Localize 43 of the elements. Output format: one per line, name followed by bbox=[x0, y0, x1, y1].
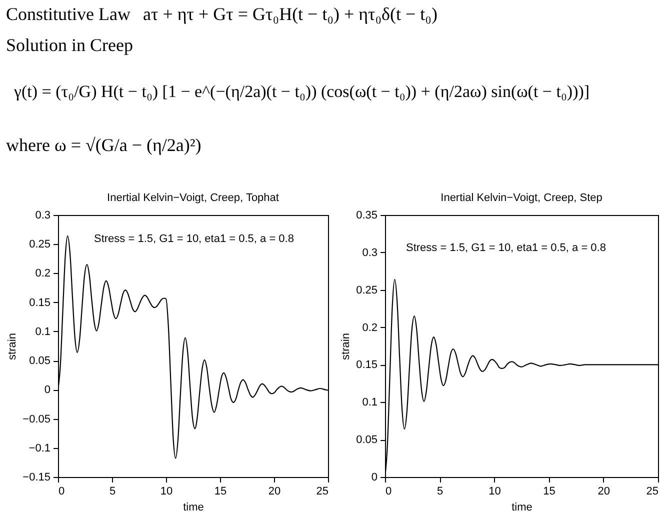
x-tick-label: 10 bbox=[160, 486, 173, 498]
text: aτ + ητ + Gτ = Gτ₀H(t − t₀) + ητ₀δ(t − t₀) bbox=[143, 4, 438, 24]
annotation: Stress = 1.5, G1 = 10, eta1 = 0.5, a = 0.8 bbox=[406, 242, 606, 254]
x-tick-label: 10 bbox=[488, 486, 501, 498]
y-tick-label: 0 bbox=[371, 472, 378, 484]
x-tick-label: 5 bbox=[437, 486, 444, 498]
x-tick-label: 0 bbox=[386, 486, 392, 498]
y-tick-label: 0.3 bbox=[35, 210, 50, 222]
x-tick-label: 15 bbox=[543, 486, 556, 498]
y-tick-label: 0.05 bbox=[29, 355, 50, 368]
y-axis-title: strain bbox=[340, 333, 352, 360]
y-tick-label: 0.1 bbox=[35, 326, 50, 338]
x-tick-label: 5 bbox=[109, 486, 116, 498]
x-axis-title: time bbox=[512, 502, 532, 514]
y-tick-label: 0.25 bbox=[356, 284, 378, 296]
y-tick-label: 0.25 bbox=[29, 238, 50, 251]
x-tick-label: 15 bbox=[214, 486, 227, 498]
x-tick-label: 20 bbox=[598, 486, 610, 498]
text: Constitutive Law bbox=[6, 4, 130, 24]
x-axis-title: time bbox=[183, 502, 204, 514]
y-tick-label: 0.15 bbox=[29, 296, 50, 309]
y-tick-label: 0.2 bbox=[35, 268, 50, 280]
chart-title: Inertial Kelvin−Voigt, Creep, Step bbox=[440, 192, 602, 204]
y-tick-label: 0.05 bbox=[356, 434, 378, 446]
y-tick-label: 0 bbox=[44, 384, 50, 396]
x-tick-label: 25 bbox=[646, 486, 658, 498]
text: where ω = √(G/a − (η/2a)²) bbox=[6, 135, 202, 155]
x-tick-label: 25 bbox=[316, 486, 328, 498]
y-tick-label: 0.1 bbox=[362, 396, 378, 409]
y-tick-label: 0.35 bbox=[356, 210, 378, 222]
text: Solution in Creep bbox=[6, 35, 133, 55]
annotation: Stress = 1.5, G1 = 10, eta1 = 0.5, a = 0.8 bbox=[94, 233, 294, 245]
y-tick-label: −0.1 bbox=[28, 442, 50, 454]
chart-title: Inertial Kelvin−Voigt, Creep, Tophat bbox=[107, 192, 279, 204]
y-tick-label: 0.2 bbox=[362, 322, 378, 334]
x-tick-label: 0 bbox=[58, 486, 65, 498]
text: γ(t) = (τ₀/G) H(t − t₀) [1 − e^(−(η/2a)(t − t₀)) (cos(ω(t − t₀)) + (η/2aω) sin(ω(t − t₀)))] bbox=[13, 82, 590, 101]
y-axis-title: strain bbox=[6, 333, 19, 360]
y-tick-label: −0.15 bbox=[22, 472, 50, 484]
y-tick-label: 0.3 bbox=[362, 246, 378, 259]
y-tick-label: −0.05 bbox=[22, 413, 50, 426]
x-tick-label: 20 bbox=[268, 486, 281, 498]
y-tick-label: 0.15 bbox=[356, 359, 378, 372]
